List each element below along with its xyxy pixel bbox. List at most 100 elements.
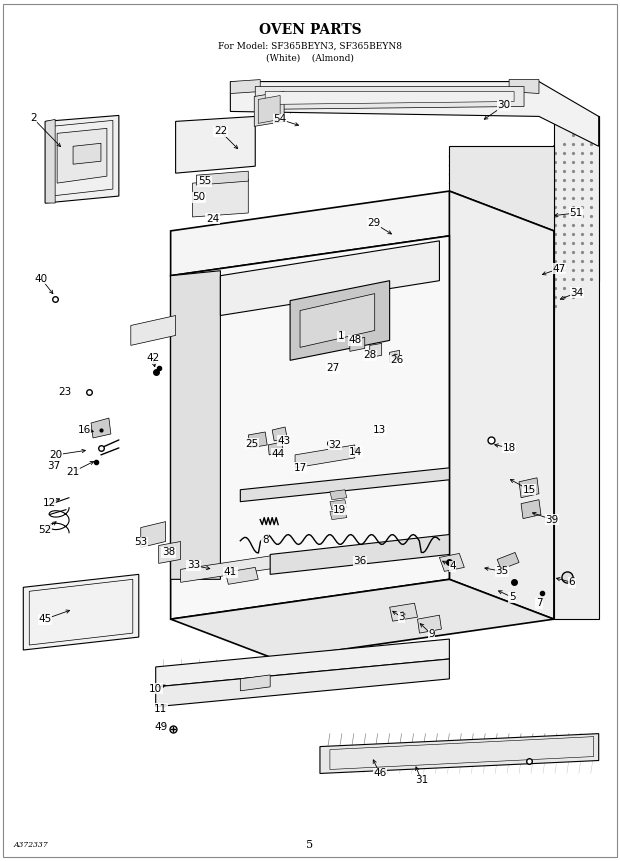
Polygon shape	[519, 478, 539, 498]
Text: 49: 49	[154, 722, 167, 732]
Polygon shape	[45, 115, 119, 203]
Polygon shape	[272, 427, 287, 441]
Text: 35: 35	[495, 567, 509, 576]
Text: 40: 40	[35, 274, 48, 283]
Polygon shape	[268, 442, 283, 455]
Polygon shape	[220, 241, 440, 315]
Polygon shape	[159, 542, 180, 563]
Polygon shape	[73, 143, 101, 164]
Text: 41: 41	[224, 567, 237, 578]
Polygon shape	[170, 579, 554, 659]
Text: 19: 19	[333, 505, 347, 515]
Text: 1: 1	[337, 331, 344, 342]
Polygon shape	[24, 574, 139, 650]
Text: 4: 4	[449, 561, 456, 572]
Polygon shape	[350, 338, 365, 351]
Text: 31: 31	[415, 776, 428, 785]
Polygon shape	[175, 116, 255, 173]
Polygon shape	[330, 510, 347, 519]
Polygon shape	[241, 468, 450, 502]
Text: 52: 52	[38, 524, 52, 535]
Text: 37: 37	[48, 461, 61, 471]
Text: 12: 12	[43, 498, 56, 508]
Text: 6: 6	[569, 578, 575, 587]
Polygon shape	[131, 315, 175, 345]
Text: OVEN PARTS: OVEN PARTS	[259, 22, 361, 37]
Text: 22: 22	[214, 127, 227, 136]
Polygon shape	[156, 639, 450, 687]
Text: 15: 15	[523, 485, 536, 495]
Polygon shape	[290, 281, 389, 360]
Polygon shape	[389, 604, 417, 621]
Polygon shape	[295, 445, 355, 468]
Text: 34: 34	[570, 288, 583, 298]
Polygon shape	[180, 554, 280, 582]
Polygon shape	[197, 171, 248, 185]
Polygon shape	[254, 91, 284, 127]
Polygon shape	[259, 96, 280, 123]
Polygon shape	[45, 120, 55, 203]
Polygon shape	[417, 615, 441, 633]
Text: 23: 23	[58, 387, 72, 397]
Text: 16: 16	[78, 425, 91, 435]
Polygon shape	[265, 91, 514, 104]
Text: A372337: A372337	[14, 841, 48, 849]
Polygon shape	[156, 659, 450, 707]
Polygon shape	[255, 87, 524, 109]
Text: 25: 25	[246, 439, 259, 449]
Text: ReplacementParts.com: ReplacementParts.com	[254, 474, 366, 485]
Polygon shape	[450, 270, 554, 311]
Text: 44: 44	[272, 449, 285, 459]
Text: 33: 33	[187, 561, 200, 570]
Text: 39: 39	[545, 515, 559, 524]
Polygon shape	[300, 294, 374, 347]
Polygon shape	[170, 270, 220, 579]
Text: 18: 18	[502, 443, 516, 453]
Text: 5: 5	[306, 840, 314, 850]
Polygon shape	[248, 432, 267, 448]
Text: 55: 55	[198, 177, 211, 186]
Text: 28: 28	[363, 350, 376, 361]
Text: 42: 42	[146, 353, 159, 363]
Text: 3: 3	[398, 612, 405, 623]
Text: 26: 26	[390, 356, 403, 365]
Polygon shape	[440, 554, 464, 572]
Text: 38: 38	[162, 548, 175, 557]
Text: 11: 11	[154, 703, 167, 714]
Text: 20: 20	[50, 450, 63, 460]
Text: 36: 36	[353, 556, 366, 567]
Polygon shape	[231, 82, 599, 146]
Text: 27: 27	[326, 363, 340, 374]
Text: 51: 51	[569, 208, 582, 218]
Polygon shape	[320, 734, 599, 773]
Text: 50: 50	[192, 192, 205, 202]
Polygon shape	[450, 146, 554, 270]
Text: 7: 7	[536, 598, 542, 608]
Text: 29: 29	[367, 218, 380, 228]
Text: 30: 30	[498, 101, 511, 110]
Polygon shape	[370, 344, 382, 357]
Polygon shape	[270, 535, 450, 574]
Text: 9: 9	[428, 629, 435, 639]
Polygon shape	[330, 490, 347, 499]
Text: 2: 2	[30, 114, 37, 123]
Text: 17: 17	[293, 463, 307, 473]
Text: 10: 10	[149, 684, 162, 694]
Polygon shape	[241, 675, 270, 691]
Polygon shape	[231, 79, 260, 94]
Polygon shape	[450, 191, 554, 619]
Polygon shape	[509, 79, 539, 94]
Text: 13: 13	[373, 425, 386, 435]
Text: 5: 5	[509, 592, 515, 602]
Text: 8: 8	[262, 535, 268, 544]
Polygon shape	[193, 179, 248, 217]
Text: 43: 43	[278, 436, 291, 446]
Polygon shape	[170, 236, 450, 619]
Text: 46: 46	[373, 769, 386, 778]
Text: 14: 14	[349, 447, 363, 457]
Text: 47: 47	[552, 263, 565, 274]
Text: 45: 45	[38, 614, 52, 624]
Polygon shape	[91, 418, 111, 438]
Polygon shape	[141, 522, 166, 548]
Text: (White)    (Almond): (White) (Almond)	[266, 53, 354, 62]
